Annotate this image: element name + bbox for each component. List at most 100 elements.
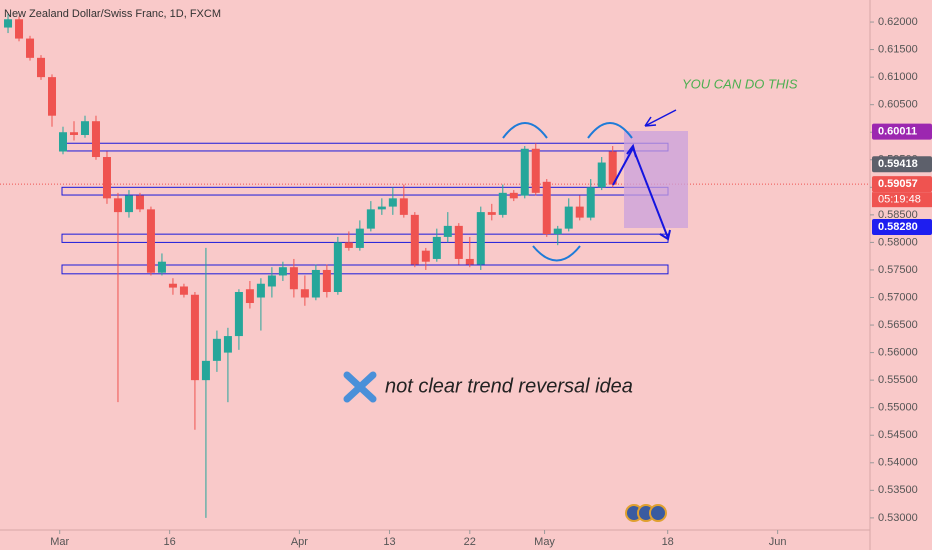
candle-body <box>48 77 57 116</box>
y-tick-label: 0.58500 <box>878 209 918 221</box>
candle-body <box>58 132 67 152</box>
candle-body <box>344 242 353 248</box>
price-badge <box>872 176 932 193</box>
candle-body <box>608 151 617 185</box>
candle-body <box>91 121 100 158</box>
candle-body <box>465 258 474 265</box>
candle-body <box>520 148 529 196</box>
x-tick-label: 13 <box>383 536 395 548</box>
price-badge-label: 0.60011 <box>878 126 917 138</box>
candle-body <box>135 195 144 210</box>
candle-body <box>443 225 452 237</box>
y-tick-label: 0.53500 <box>878 484 918 496</box>
support-zone <box>61 264 669 275</box>
candle-body <box>322 269 331 292</box>
annotation: not clear trend reversal idea <box>385 375 633 397</box>
candle-body <box>278 267 287 276</box>
candle-body <box>399 198 408 215</box>
candle-body <box>531 148 540 193</box>
candle-body <box>267 275 276 287</box>
candle-body <box>245 289 254 304</box>
candle-body <box>597 162 606 188</box>
candle-body <box>542 181 551 235</box>
price-badge-label: 0.58280 <box>878 221 918 233</box>
x-tick-label: 22 <box>464 536 476 548</box>
pointer-arrow <box>644 109 677 127</box>
candle-body <box>80 121 89 135</box>
bottom-arc <box>532 245 581 262</box>
price-badge <box>872 156 932 173</box>
candle-body <box>15 19 24 39</box>
price-badge-label: 0.59057 <box>878 178 918 190</box>
candle-body <box>509 192 518 199</box>
x-tick-label: 18 <box>662 536 674 548</box>
cross-icon <box>343 371 377 403</box>
candle-body <box>355 228 364 248</box>
candle-body <box>289 267 298 290</box>
y-tick-label: 0.57000 <box>878 291 918 303</box>
candle-body <box>300 289 309 298</box>
candle-body <box>234 291 243 337</box>
candle-body <box>37 57 46 78</box>
y-tick-label: 0.61500 <box>878 43 918 55</box>
y-tick-label: 0.58000 <box>878 236 918 248</box>
candle-body <box>179 286 188 295</box>
y-tick-label: 0.56500 <box>878 319 918 331</box>
candle-body <box>498 192 507 215</box>
candle-body <box>586 187 595 218</box>
event-icon[interactable] <box>649 504 667 522</box>
y-tick-label: 0.60500 <box>878 99 918 111</box>
candle-body <box>377 206 386 210</box>
candle-body <box>410 214 419 265</box>
price-badge <box>872 123 932 140</box>
candle-body <box>69 132 78 135</box>
arrow-head <box>626 143 671 241</box>
candle-body <box>366 209 375 229</box>
candle-body <box>146 209 155 273</box>
top-arc <box>587 122 633 139</box>
candle-body <box>575 206 584 218</box>
y-tick-label: 0.57500 <box>878 264 918 276</box>
x-tick-label: Apr <box>291 536 308 548</box>
candle-body <box>157 261 166 273</box>
candle-body <box>102 157 111 199</box>
candle-body <box>190 294 199 381</box>
y-tick-label: 0.61000 <box>878 71 918 83</box>
candle-body <box>124 195 133 213</box>
x-tick-label: May <box>534 536 555 548</box>
candle-body <box>333 242 342 292</box>
candle-body <box>553 228 562 235</box>
annotation: YOU CAN DO THIS <box>682 76 798 91</box>
candle-body <box>454 225 463 259</box>
price-badge <box>872 218 932 235</box>
countdown-label: 05:19:48 <box>878 194 921 206</box>
y-tick-label: 0.56000 <box>878 347 918 359</box>
candle-body <box>311 269 320 298</box>
candle-body <box>432 236 441 259</box>
top-arc <box>502 122 548 139</box>
candle-body <box>564 206 573 229</box>
y-tick-label: 0.54500 <box>878 429 918 441</box>
y-tick-label: 0.54000 <box>878 457 918 469</box>
candle-body <box>476 212 485 265</box>
countdown-badge <box>872 192 932 208</box>
x-tick-label: Mar <box>50 536 69 548</box>
candle-body <box>113 198 122 213</box>
candle-body <box>223 336 232 353</box>
chart-title: New Zealand Dollar/Swiss Franc, 1D, FXCM <box>4 8 221 20</box>
candle-body <box>212 338 221 361</box>
price-badge-label: 0.59418 <box>878 158 918 170</box>
candle-body <box>487 212 496 215</box>
candle-body <box>26 38 35 58</box>
x-tick-label: Jun <box>769 536 787 548</box>
y-tick-label: 0.55000 <box>878 402 918 414</box>
y-tick-label: 0.62000 <box>878 16 918 28</box>
plot-area <box>0 13 870 518</box>
candle-body <box>4 19 13 28</box>
x-tick-label: 16 <box>164 536 176 548</box>
candle-body <box>421 250 430 262</box>
y-tick-label: 0.53000 <box>878 512 918 524</box>
candle-body <box>256 283 265 298</box>
